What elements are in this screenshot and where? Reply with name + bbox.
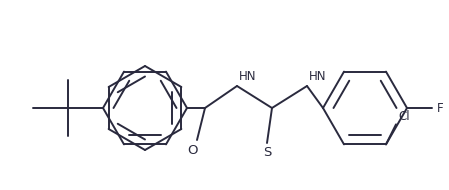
- Text: HN: HN: [239, 70, 256, 82]
- Text: Cl: Cl: [398, 110, 409, 123]
- Text: O: O: [188, 143, 198, 157]
- Text: S: S: [263, 146, 271, 159]
- Text: F: F: [437, 101, 444, 115]
- Text: HN: HN: [309, 70, 326, 82]
